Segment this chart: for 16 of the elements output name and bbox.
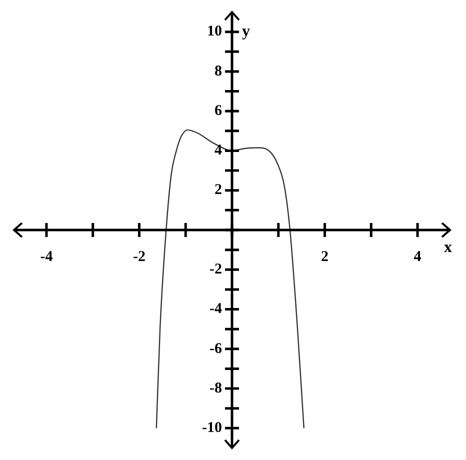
x-axis-title: x [444,239,452,256]
y-tick-label: 10 [207,24,222,40]
y-tick-label: 6 [214,102,222,119]
x-tick-label: -2 [132,248,146,265]
y-tick-label: -10 [202,420,222,436]
y-tick-label: -6 [210,340,222,357]
x-tick-label: 4 [414,248,422,265]
x-tick-label: -4 [40,248,54,265]
y-tick-label: 8 [214,63,222,80]
y-tick-label: -2 [210,262,222,278]
y-tick-label: -8 [210,380,222,396]
x-tick-label: 2 [321,248,329,265]
y-tick-label: 4 [214,142,222,159]
y-axis-title: y [242,22,250,40]
y-tick-label: -4 [210,301,222,318]
y-tick-label: 2 [214,182,222,198]
